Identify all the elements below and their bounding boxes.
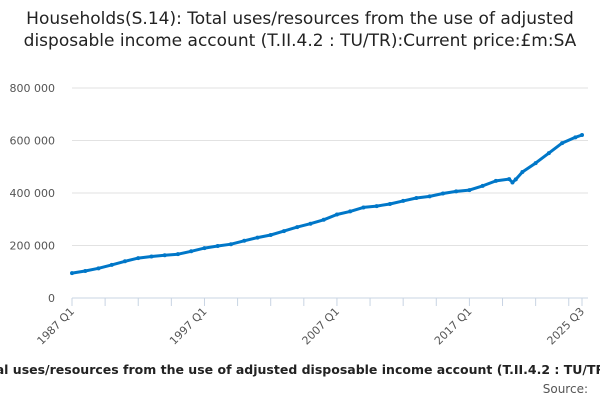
data-point [242, 238, 247, 243]
data-point [533, 161, 538, 166]
data-point [268, 233, 273, 237]
y-tick-label: 800 000 [10, 82, 56, 95]
y-tick-label: 400 000 [10, 187, 56, 200]
x-tick-label: 2025 Q3 [545, 305, 588, 348]
data-point [109, 262, 114, 267]
series-line [71, 133, 583, 275]
source-label: Source: [542, 382, 588, 396]
data-point [202, 246, 207, 251]
data-point [440, 191, 445, 196]
data-point [513, 177, 518, 182]
data-point [387, 202, 392, 207]
data-point [122, 259, 127, 264]
data-point [467, 188, 472, 193]
data-point [175, 252, 180, 257]
data-point [83, 268, 88, 273]
data-point [510, 180, 515, 185]
data-point [189, 249, 194, 254]
data-point [454, 189, 459, 194]
data-point [573, 135, 578, 140]
y-tick-label: 600 000 [10, 135, 56, 148]
x-tick-label: 2007 Q1 [300, 305, 343, 348]
data-point [560, 141, 565, 146]
data-point [321, 217, 326, 222]
data-point [136, 256, 141, 261]
x-tick-label: 1987 Q1 [35, 305, 78, 348]
data-point [414, 195, 419, 200]
data-point [70, 271, 74, 276]
data-point [215, 244, 220, 249]
data-point [546, 151, 551, 156]
x-axis-title: Households(S.14): Total uses/resources f… [0, 362, 600, 377]
data-point [507, 177, 512, 182]
data-point [493, 178, 498, 183]
x-tick-label: 1997 Q1 [167, 305, 210, 348]
data-point [96, 266, 101, 271]
data-point [520, 170, 525, 174]
data-point [580, 132, 584, 137]
data-point [374, 204, 379, 209]
chart-title: Households(S.14): Total uses/resources f… [23, 9, 577, 51]
x-tick-label: 2017 Q1 [432, 305, 475, 348]
data-point [334, 212, 339, 217]
data-point [308, 221, 313, 226]
data-point [348, 209, 353, 214]
x-axis-title-text: Households(S.14): Total uses/resources f… [0, 362, 600, 377]
data-point [480, 183, 485, 188]
data-point [361, 205, 366, 210]
data-point [162, 253, 167, 258]
data-point [427, 194, 432, 199]
y-tick-label: 0 [48, 292, 55, 305]
data-point [295, 225, 300, 230]
y-tick-label: 200 000 [10, 240, 56, 253]
data-point [149, 254, 154, 259]
data-point [281, 229, 286, 234]
data-point [228, 242, 233, 247]
data-point [255, 235, 260, 240]
data-point [401, 198, 406, 203]
